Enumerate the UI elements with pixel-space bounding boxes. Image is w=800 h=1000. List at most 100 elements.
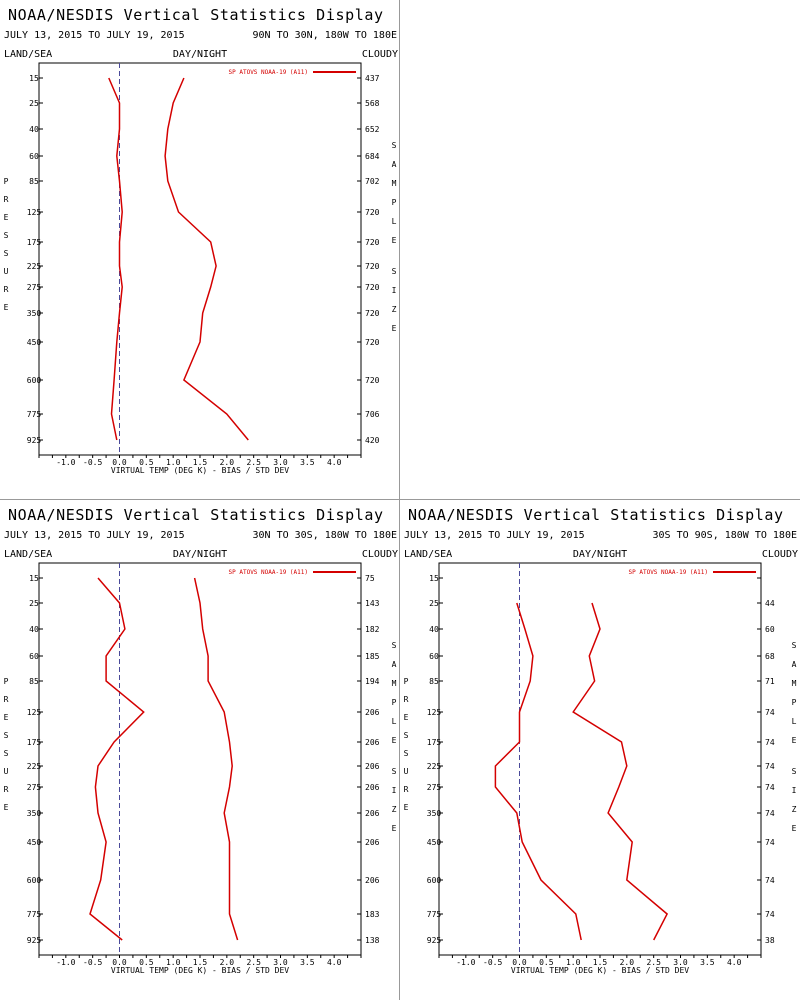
bias-series-line (89, 577, 145, 941)
pressure-axis-letter: R (4, 785, 9, 794)
date-range: JULY 13, 2015 TO JULY 19, 2015 (404, 530, 585, 541)
pressure-level-label: 225 (27, 762, 42, 771)
x-tick-label: 0.5 (139, 958, 154, 967)
pressure-level-label: 350 (427, 809, 442, 818)
pressure-level-label: 125 (27, 708, 42, 717)
x-tick-label: 3.0 (273, 458, 288, 467)
pressure-axis-letter: P (4, 677, 9, 686)
pressure-axis-letter: R (4, 695, 9, 704)
x-axis-label: VIRTUAL TEMP (DEG K) - BIAS / STD DEV (511, 966, 689, 975)
x-tick-label: 3.0 (273, 958, 288, 967)
sample-size-label: 74 (765, 876, 775, 885)
sample-axis-letter: A (792, 660, 797, 669)
sample-axis-letter: L (392, 717, 397, 726)
sample-size-label: 74 (765, 783, 775, 792)
chart-panel-90n-30n: NOAA/NESDIS Vertical Statistics Display … (0, 0, 400, 500)
x-tick-label: 1.5 (193, 458, 208, 467)
x-tick-label: 1.5 (593, 958, 608, 967)
pressure-axis-letter: E (404, 713, 409, 722)
chart-title: NOAA/NESDIS Vertical Statistics Display (8, 506, 384, 524)
sample-size-label: 74 (765, 809, 775, 818)
pressure-axis-letter: S (4, 231, 9, 240)
pressure-level-label: 775 (27, 910, 42, 919)
pressure-axis-letter: U (404, 767, 409, 776)
sample-size-label: 206 (365, 738, 380, 747)
x-tick-label: 0.0 (112, 458, 127, 467)
pressure-level-label: 175 (27, 238, 42, 247)
plot-frame (38, 62, 362, 456)
pressure-axis-letter: E (4, 713, 9, 722)
pressure-level-label: 15 (29, 574, 39, 583)
x-tick-label: 2.5 (246, 958, 261, 967)
x-tick-label: -1.0 (456, 958, 475, 967)
pressure-axis-letter: R (4, 285, 9, 294)
legend-label: SP ATOVS NOAA-19 (A11) (229, 569, 308, 576)
sample-axis-letter: E (392, 236, 397, 245)
sample-size-label: 206 (365, 838, 380, 847)
sample-size-label: 720 (365, 309, 380, 318)
panel-divider-vertical-bottom (399, 500, 400, 1000)
pressure-level-label: 15 (429, 574, 439, 583)
x-tick-label: -1.0 (56, 458, 75, 467)
sample-size-label: 420 (365, 436, 380, 445)
sample-axis-letter: Z (792, 805, 797, 814)
pressure-level-label: 600 (27, 376, 42, 385)
pressure-level-label: 40 (29, 625, 39, 634)
sample-axis-letter: M (392, 679, 397, 688)
chart-panel-30s-90s: NOAA/NESDIS Vertical Statistics Display … (400, 500, 800, 1000)
sample-size-label: 206 (365, 876, 380, 885)
pressure-level-label: 275 (427, 783, 442, 792)
sample-axis-letter: P (392, 198, 397, 207)
plot-area: -1.0 -0.5 0.0 0.5 1.0 1.5 2.0 2.5 3.0 3.5 4.0 VIRTU… (4, 562, 397, 975)
sample-axis-letter: L (792, 717, 797, 726)
sample-size-label: 720 (365, 376, 380, 385)
sample-size-label: 74 (765, 738, 775, 747)
pressure-axis-letter: P (404, 677, 409, 686)
pressure-level-label: 275 (27, 283, 42, 292)
sample-axis-letter: S (792, 767, 797, 776)
cloudy-label: CLOUDY (362, 49, 398, 60)
region-label: 90N TO 30N, 180W TO 180E (253, 30, 398, 41)
pressure-level-label: 925 (27, 936, 42, 945)
pressure-level-label: 25 (429, 599, 439, 608)
pressure-level-label: 15 (29, 74, 39, 83)
x-tick-label: 0.5 (139, 458, 154, 467)
sample-size-label: 720 (365, 283, 380, 292)
region-label: 30N TO 30S, 180W TO 180E (253, 530, 398, 541)
pressure-level-label: 60 (29, 152, 39, 161)
x-tick-label: 0.5 (539, 958, 554, 967)
pressure-level-label: 40 (429, 625, 439, 634)
sample-size-label: 706 (365, 410, 380, 419)
sample-size-label: 138 (365, 936, 380, 945)
day-night-label: DAY/NIGHT (573, 549, 627, 560)
std-dev-series-line (572, 602, 669, 941)
sample-axis-letter: Z (392, 305, 397, 314)
x-tick-label: 1.0 (566, 958, 581, 967)
sample-size-label: 720 (365, 262, 380, 271)
x-tick-label: 2.0 (220, 958, 235, 967)
pressure-level-label: 925 (27, 436, 42, 445)
x-tick-label: -0.5 (83, 458, 102, 467)
pressure-axis-letter: R (404, 695, 409, 704)
x-tick-label: 1.5 (193, 958, 208, 967)
pressure-axis-letter: U (4, 767, 9, 776)
sample-axis-letter: A (392, 660, 397, 669)
pressure-level-label: 60 (429, 652, 439, 661)
pressure-level-label: 85 (429, 677, 439, 686)
pressure-axis-letter: S (4, 749, 9, 758)
pressure-level-label: 225 (427, 762, 442, 771)
pressure-level-label: 125 (427, 708, 442, 717)
region-label: 30S TO 90S, 180W TO 180E (653, 530, 798, 541)
sample-size-label: 143 (365, 599, 380, 608)
sample-axis-letter: Z (392, 805, 397, 814)
x-tick-label: 0.0 (112, 958, 127, 967)
std-dev-series-line (193, 577, 239, 941)
sample-size-label: 68 (765, 652, 775, 661)
pressure-level-label: 25 (29, 99, 39, 108)
pressure-level-label: 450 (27, 838, 42, 847)
pressure-level-label: 175 (27, 738, 42, 747)
sample-size-label: 74 (765, 838, 775, 847)
sample-axis-letter: M (792, 679, 797, 688)
x-tick-label: 0.0 (512, 958, 527, 967)
x-tick-label: 2.5 (246, 458, 261, 467)
